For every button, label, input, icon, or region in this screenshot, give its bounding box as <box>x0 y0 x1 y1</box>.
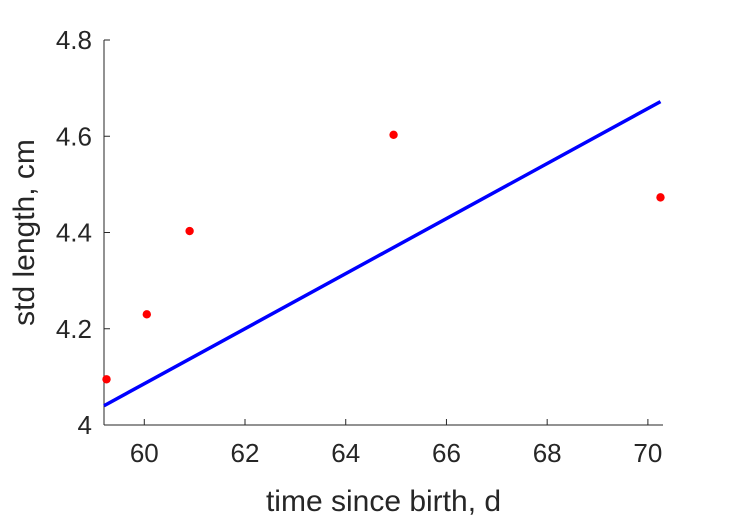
x-tick-label: 66 <box>432 438 461 468</box>
x-tick-label: 70 <box>633 438 662 468</box>
data-point <box>656 193 665 202</box>
data-point <box>185 226 194 236</box>
data-point <box>389 130 398 140</box>
data-point <box>102 375 111 384</box>
y-tick-label: 4.6 <box>56 121 92 151</box>
y-tick-label: 4.2 <box>56 314 92 344</box>
y-tick-label: 4 <box>78 410 92 440</box>
x-tick-label: 68 <box>533 438 562 468</box>
x-axis-ticks: 60 62 64 66 68 70 <box>130 419 662 468</box>
x-tick-label: 60 <box>130 438 159 468</box>
plot-area: 60 62 64 66 68 70 4 4.2 4.4 4.6 4.8 <box>56 25 665 468</box>
data-point <box>142 310 152 319</box>
x-axis-label: time since birth, d <box>266 485 501 518</box>
x-tick-label: 64 <box>331 438 360 468</box>
y-axis-label: std length, cm <box>8 139 41 326</box>
series-layer <box>102 100 665 408</box>
x-tick-label: 62 <box>231 438 260 468</box>
fit-line <box>103 100 662 408</box>
y-axis-ticks: 4 4.2 4.4 4.6 4.8 <box>56 25 110 440</box>
y-tick-label: 4.8 <box>56 25 92 55</box>
y-tick-label: 4.4 <box>56 218 92 248</box>
